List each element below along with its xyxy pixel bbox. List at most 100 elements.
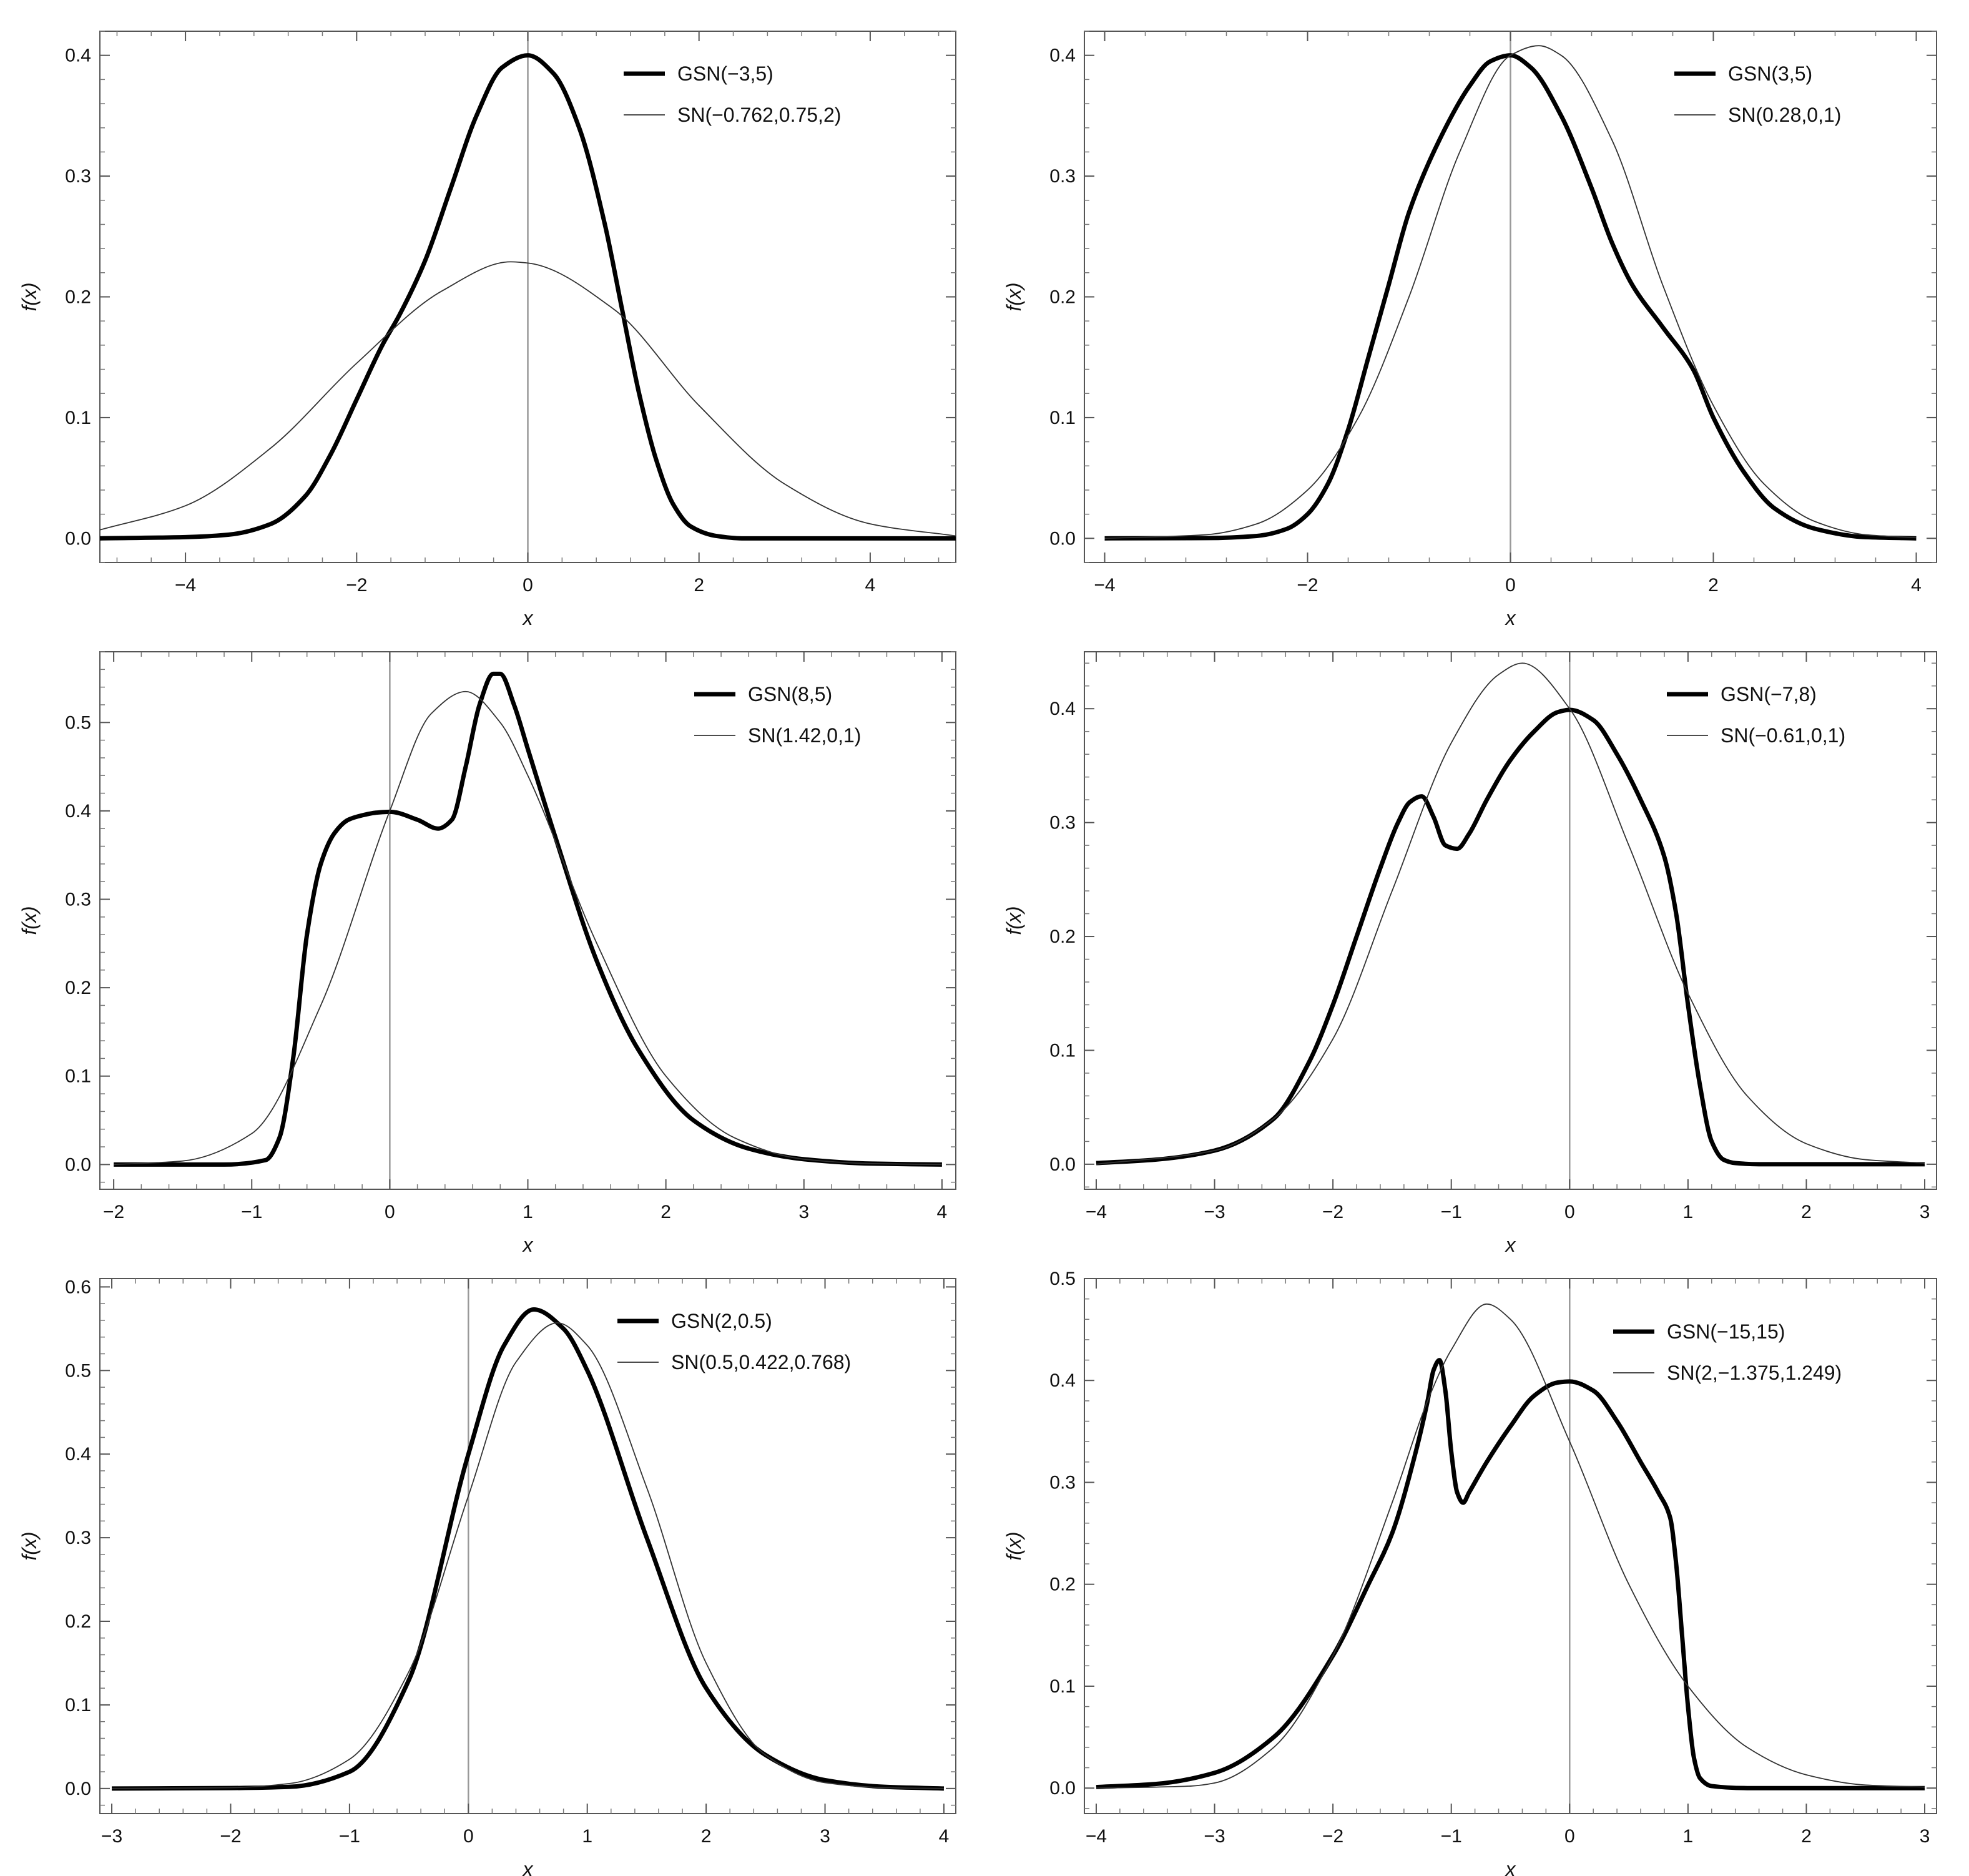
legend-entry: SN(1.42,0,1) <box>748 724 861 747</box>
y-axis-label: f(x) <box>18 282 41 311</box>
x-tick-label: 0 <box>385 1202 395 1222</box>
sn-curve <box>1096 662 1925 1165</box>
y-tick-label: 0.1 <box>65 408 91 428</box>
x-tick-label: −2 <box>346 575 367 596</box>
x-tick-label: 4 <box>1911 575 1922 596</box>
y-tick-label: 0.2 <box>65 287 91 308</box>
y-tick-label: 0.3 <box>65 166 91 187</box>
x-tick-label: −1 <box>1441 1202 1462 1222</box>
legend-entry: GSN(8,5) <box>748 683 832 705</box>
y-tick-label: 0.4 <box>1049 1370 1076 1391</box>
y-tick-label: 0.4 <box>1049 699 1076 719</box>
x-tick-label: −4 <box>1094 575 1115 596</box>
chart-panel-2: −4 −2 0 2 4 0.0 0.1 0.2 0.3 0.4 x f(x) GSN(3,5) SN(0.… <box>1003 31 1937 629</box>
chart-panel-3: −2 −1 0 1 2 3 4 0.0 0.1 0.2 0.3 0.4 0.5 x f(x) GSN(8,5)… <box>18 651 956 1256</box>
x-tick-label: 0 <box>523 575 533 596</box>
y-tick-label: 0.2 <box>1049 1574 1076 1595</box>
x-tick-label: 2 <box>1708 575 1719 596</box>
x-tick-label: 4 <box>937 1202 948 1222</box>
y-tick-label: 0.1 <box>1049 1040 1076 1061</box>
x-tick-label: 2 <box>701 1826 712 1847</box>
x-tick-label: −4 <box>1086 1202 1107 1222</box>
legend-entry: SN(0.28,0,1) <box>1728 104 1841 126</box>
legend: GSN(−15,15) SN(2,−1.375,1.249) <box>1613 1320 1842 1384</box>
y-tick-label: 0.1 <box>1049 408 1076 428</box>
y-tick-label: 0.0 <box>65 1154 91 1175</box>
y-axis-label: f(x) <box>18 1531 41 1560</box>
x-axis-label: x <box>1505 607 1516 629</box>
x-tick-label: 3 <box>1920 1202 1930 1222</box>
x-tick-label: −1 <box>339 1826 360 1847</box>
x-tick-label: 4 <box>865 575 876 596</box>
x-tick-label: −1 <box>1441 1826 1462 1847</box>
x-axis-label: x <box>522 607 534 629</box>
x-tick-label: 3 <box>820 1826 830 1847</box>
x-tick-label: 1 <box>1683 1202 1694 1222</box>
legend-entry: GSN(2,0.5) <box>671 1310 772 1332</box>
x-tick-label: 0 <box>463 1826 474 1847</box>
y-tick-label: 0.0 <box>1049 1778 1076 1799</box>
y-tick-label: 0.4 <box>65 1444 91 1465</box>
legend-entry: GSN(−3,5) <box>677 62 773 85</box>
legend: GSN(8,5) SN(1.42,0,1) <box>694 683 861 747</box>
y-tick-label: 0.1 <box>65 1695 91 1716</box>
chart-panel-6: −4 −3 −2 −1 0 1 2 3 0.0 0.1 0.2 0.3 0.4 0.5 x f(x) GSN(−… <box>1003 1269 1937 1876</box>
y-tick-label: 0.0 <box>1049 528 1076 549</box>
sn-curve <box>114 690 942 1166</box>
x-tick-label: 4 <box>939 1826 950 1847</box>
x-tick-label: 2 <box>1801 1202 1812 1222</box>
x-axis-label: x <box>1505 1858 1516 1876</box>
legend-entry: SN(−0.61,0,1) <box>1721 724 1845 747</box>
legend: GSN(−7,8) SN(−0.61,0,1) <box>1667 683 1845 747</box>
y-tick-label: 0.3 <box>65 890 91 910</box>
legend-entry: SN(2,−1.375,1.249) <box>1667 1362 1842 1384</box>
x-tick-label: −3 <box>101 1826 122 1847</box>
plot-frame <box>1084 1278 1937 1814</box>
x-tick-label: −2 <box>220 1826 241 1847</box>
y-tick-label: 0.2 <box>65 978 91 998</box>
x-tick-label: 0 <box>1564 1202 1575 1222</box>
x-tick-label: −1 <box>241 1202 262 1222</box>
y-tick-label: 0.5 <box>1049 1269 1076 1289</box>
x-tick-label: 1 <box>582 1826 592 1847</box>
y-tick-label: 0.3 <box>65 1528 91 1548</box>
x-axis-label: x <box>522 1234 534 1256</box>
legend: GSN(3,5) SN(0.28,0,1) <box>1674 62 1841 126</box>
y-tick-label: 0.2 <box>1049 287 1076 308</box>
x-tick-label: 1 <box>1683 1826 1694 1847</box>
legend-entry: GSN(−15,15) <box>1667 1320 1785 1343</box>
plot-frame <box>99 1278 956 1814</box>
sn-curve <box>1096 1303 1925 1789</box>
y-axis-label: f(x) <box>18 906 41 935</box>
x-tick-label: 0 <box>1564 1826 1575 1847</box>
y-tick-label: 0.3 <box>1049 813 1076 833</box>
y-tick-label: 0.5 <box>65 712 91 733</box>
x-tick-label: 2 <box>1801 1826 1812 1847</box>
chart-panel-4: −4 −3 −2 −1 0 1 2 3 0.0 0.1 0.2 0.3 0.4 x f(x) GSN(−7,8… <box>1003 651 1937 1256</box>
x-tick-label: −2 <box>1322 1202 1343 1222</box>
legend-entry: GSN(3,5) <box>1728 62 1812 85</box>
y-tick-label: 0.4 <box>65 46 91 66</box>
y-tick-label: 0.0 <box>65 1779 91 1799</box>
x-tick-label: 3 <box>1920 1826 1930 1847</box>
x-tick-label: −2 <box>1322 1826 1343 1847</box>
legend: GSN(−3,5) SN(−0.762,0.75,2) <box>624 62 841 126</box>
y-tick-label: 0.3 <box>1049 1472 1076 1493</box>
gsn-curve <box>1096 707 1925 1167</box>
y-axis-label: f(x) <box>1003 906 1025 935</box>
x-tick-label: 2 <box>660 1202 671 1222</box>
sn-curve <box>1104 45 1917 539</box>
plot-frame <box>1084 651 1937 1190</box>
chart-panel-1: −4 −2 0 2 4 0.0 0.1 0.2 0.3 0.4 x f(x) GSN(−3,5) SN(−… <box>18 31 956 629</box>
x-tick-label: 0 <box>1505 575 1516 596</box>
legend: GSN(2,0.5) SN(0.5,0.422,0.768) <box>617 1310 851 1373</box>
gsn-curve <box>1096 1358 1925 1790</box>
y-tick-label: 0.6 <box>65 1277 91 1297</box>
y-tick-label: 0.0 <box>65 528 91 549</box>
gsn-curve <box>99 53 956 541</box>
gsn-curve <box>114 671 942 1167</box>
y-tick-label: 0.0 <box>1049 1154 1076 1175</box>
x-tick-label: −3 <box>1204 1202 1225 1222</box>
legend-entry: SN(−0.762,0.75,2) <box>677 104 841 126</box>
